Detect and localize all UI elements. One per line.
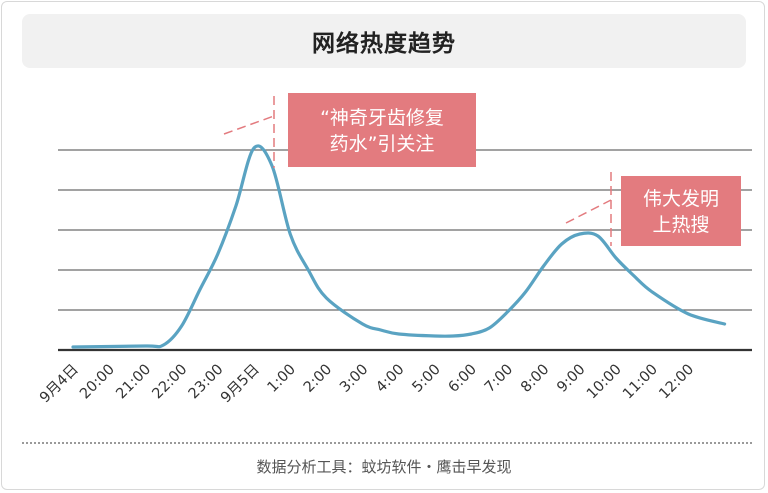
x-tick-label: 2:00 <box>301 362 335 396</box>
x-tick-label: 9月5日 <box>218 362 263 407</box>
x-tick-label: 21:00 <box>113 362 154 403</box>
x-tick-label: 6:00 <box>446 362 480 396</box>
x-tick-label: 10:00 <box>584 362 625 403</box>
x-tick-label: 11:00 <box>620 362 661 403</box>
footer-divider <box>22 442 752 444</box>
footer-source: 数据分析工具：蚊坊软件・鹰击早发现 <box>256 458 512 476</box>
annotation-box <box>621 176 741 246</box>
x-tick-label: 9月4日 <box>37 362 82 407</box>
x-tick-label: 4:00 <box>373 362 407 396</box>
series-layer <box>71 144 727 349</box>
annotation-text: 伟大发明 <box>643 188 719 210</box>
x-tick-label: 3:00 <box>337 362 371 396</box>
x-tick-label: 12:00 <box>656 362 697 403</box>
annotation-connector <box>565 199 612 224</box>
chart-title: 网络热度趋势 <box>312 31 456 57</box>
annotation-connector <box>223 115 275 135</box>
annotation-text: “神奇牙齿修复 <box>320 107 444 129</box>
x-tick-label: 7:00 <box>482 362 516 396</box>
annotation-text: 药水”引关注 <box>330 133 435 155</box>
series-line <box>71 144 727 349</box>
x-tick-label: 1:00 <box>265 362 299 396</box>
title-bar: 网络热度趋势 <box>22 14 746 68</box>
x-tick-label: 8:00 <box>518 362 552 396</box>
x-tick-label: 20:00 <box>77 362 118 403</box>
x-tick-label: 22:00 <box>150 362 191 403</box>
annotation-text: 上热搜 <box>652 214 709 236</box>
x-tick-label: 5:00 <box>409 362 443 396</box>
annotation-box <box>288 93 476 167</box>
